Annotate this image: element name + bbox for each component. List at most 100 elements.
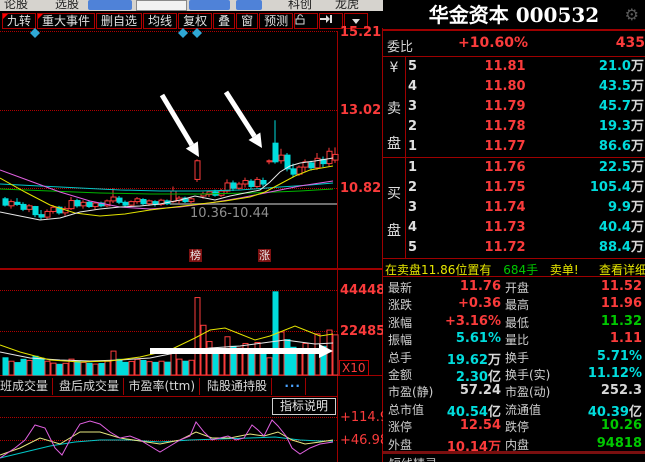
weibi-row: 委比 +10.60% 435 bbox=[383, 33, 645, 55]
order-price: 11.75 bbox=[484, 180, 526, 195]
menu-item-1[interactable]: 论股 bbox=[4, 0, 29, 11]
tab-3[interactable]: 市盈率(ttm) bbox=[128, 377, 197, 395]
support-zone-label: 10.36-10.44 bbox=[190, 206, 270, 221]
menu-search-input[interactable] bbox=[136, 0, 187, 11]
bottom-strip-label: 短线精灵 bbox=[389, 455, 437, 462]
order-volume: 22.5万 bbox=[598, 160, 644, 175]
toolbar-button-7[interactable]: 窗 bbox=[236, 13, 259, 29]
stat-label: 市盈(静) bbox=[388, 385, 434, 400]
menu-button-3[interactable] bbox=[236, 0, 262, 10]
quote-panel: 华金资本 000532 ⚙ 委比 +10.60% 435 5 11.81 21.0万… bbox=[383, 0, 645, 462]
menu-item-2[interactable]: 选股 bbox=[55, 0, 80, 11]
order-volume: 19.3万 bbox=[598, 119, 644, 134]
order-volume: 45.7万 bbox=[598, 99, 644, 114]
alert-detail-link[interactable]: 查看详细 bbox=[598, 263, 645, 277]
bottom-strip-border bbox=[383, 451, 645, 454]
order-row: 3 11.74 9.9万 bbox=[405, 198, 645, 218]
stat-label: 最新 bbox=[388, 281, 413, 295]
order-volume: 21.0万 bbox=[598, 59, 644, 74]
stat-value: 11.76 bbox=[459, 279, 501, 294]
chevron-down-icon bbox=[352, 18, 361, 24]
osc-grid-1 bbox=[0, 417, 337, 418]
toolbar-button-5[interactable]: 复权 bbox=[178, 13, 213, 29]
stat-label: 换手 bbox=[505, 350, 530, 365]
menu-item-4[interactable]: 龙虎 bbox=[335, 0, 360, 11]
stat-value: 57.24 bbox=[459, 383, 501, 399]
tab-1[interactable]: 班成交量 bbox=[0, 377, 50, 395]
toolbar-button-8[interactable]: 预测 bbox=[259, 13, 294, 29]
chart-toolbar: 九转 重大事件 删自选 均线 复权叠窗预测 bbox=[0, 11, 383, 31]
volume-pane-bottom-border bbox=[0, 375, 383, 376]
stat-value: 252.3 bbox=[600, 383, 642, 399]
axis-divider bbox=[337, 31, 338, 462]
order-volume: 86.6万 bbox=[598, 139, 644, 154]
stat-label: 涨停 bbox=[388, 420, 413, 435]
stat-value: 12.54 bbox=[459, 418, 501, 434]
orderbook-label-divider bbox=[405, 57, 406, 258]
stat-value: +0.36 bbox=[458, 296, 501, 312]
menu-button-2[interactable] bbox=[189, 0, 230, 10]
alert-notch-icon bbox=[38, 14, 44, 19]
unlock-icon[interactable] bbox=[294, 13, 319, 29]
stat-value: 40.54亿 bbox=[446, 404, 501, 420]
sep-4 bbox=[383, 276, 645, 277]
grid-13 bbox=[0, 110, 337, 111]
sep-1 bbox=[383, 56, 645, 57]
toolbar-button-6[interactable]: 叠 bbox=[213, 13, 236, 29]
toolbar-button-3[interactable]: 删自选 bbox=[96, 13, 143, 29]
osc-tick-2: +46.98 bbox=[340, 433, 389, 448]
order-row: 4 11.73 40.4万 bbox=[405, 218, 645, 238]
stat-label: 总市值 bbox=[388, 402, 425, 417]
toolbar-button-1[interactable]: 九转 bbox=[2, 13, 37, 29]
toolbar-button-4[interactable]: 均线 bbox=[143, 13, 178, 29]
order-volume: 9.9万 bbox=[607, 200, 644, 215]
stat-value: 94818 bbox=[596, 435, 642, 451]
tab-4[interactable]: 陆股通持股 bbox=[205, 377, 269, 395]
order-level: 5 bbox=[408, 59, 418, 74]
stat-label: 最高 bbox=[505, 298, 530, 313]
order-row: 5 11.72 88.4万 bbox=[405, 238, 645, 258]
order-price: 11.78 bbox=[484, 119, 526, 134]
tab-label: 盘后成交量 bbox=[58, 379, 119, 393]
indicator-help-button[interactable]: 指标说明 bbox=[272, 398, 336, 415]
stat-value: 2.30亿 bbox=[455, 370, 501, 385]
order-price: 11.79 bbox=[484, 99, 526, 114]
weicha-value: 435 bbox=[615, 35, 645, 51]
stat-value: +3.16% bbox=[445, 313, 501, 329]
stat-label: 开盘 bbox=[505, 281, 530, 295]
toolbar-dropdown-caret[interactable] bbox=[344, 13, 369, 29]
ticker-badge-2[interactable]: 涨 bbox=[258, 249, 271, 262]
grid-top bbox=[0, 31, 337, 32]
order-volume: 40.4万 bbox=[598, 220, 644, 235]
menu-button-1[interactable] bbox=[88, 0, 132, 10]
order-row: 2 11.78 19.3万 bbox=[405, 117, 645, 137]
grid-10 bbox=[0, 188, 337, 189]
order-row: 1 11.76 22.5万 bbox=[405, 158, 645, 178]
tab-2[interactable]: 盘后成交量 bbox=[55, 377, 121, 395]
alert-lots: 684手 bbox=[503, 263, 539, 277]
order-level: 3 bbox=[408, 200, 418, 215]
stat-label: 金额 bbox=[388, 368, 413, 382]
stat-value: 1.11 bbox=[609, 331, 642, 347]
stat-label: 量比 bbox=[505, 333, 530, 348]
stat-value: 10.26 bbox=[600, 418, 642, 434]
tab-separator bbox=[199, 378, 200, 395]
stat-label: 内盘 bbox=[505, 437, 530, 452]
order-row: 3 11.79 45.7万 bbox=[405, 97, 645, 117]
order-row: 4 11.80 43.5万 bbox=[405, 77, 645, 97]
osc-grid-2 bbox=[0, 440, 337, 441]
order-price: 11.80 bbox=[484, 79, 526, 94]
stat-label: 总手 bbox=[388, 350, 413, 365]
panel-divider bbox=[382, 28, 383, 462]
toolbar-button-2[interactable]: 重大事件 bbox=[37, 13, 96, 29]
order-volume: 88.4万 bbox=[598, 240, 644, 255]
order-level: 2 bbox=[408, 119, 418, 134]
tab-5[interactable]: ··· bbox=[277, 377, 303, 395]
order-level: 5 bbox=[408, 240, 418, 255]
gear-icon[interactable]: ⚙ bbox=[624, 5, 639, 24]
menu-item-3[interactable]: 科创 bbox=[288, 0, 313, 11]
order-volume: 43.5万 bbox=[598, 79, 644, 94]
order-price: 11.76 bbox=[484, 160, 526, 175]
ticker-badge-1[interactable]: 榜 bbox=[189, 249, 202, 262]
